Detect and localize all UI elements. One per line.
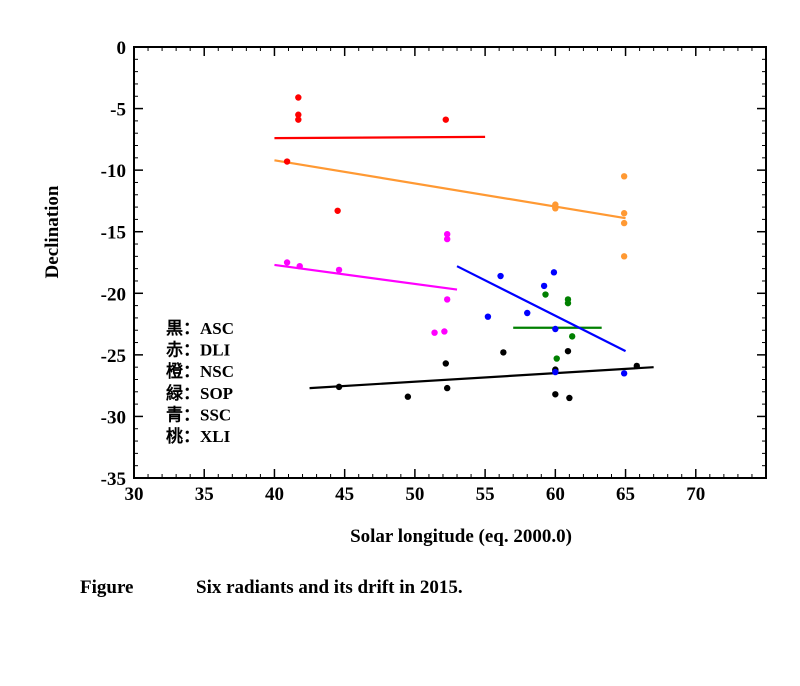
point-nsc <box>620 210 628 217</box>
y-tick-label: -25 <box>101 346 126 367</box>
point-asc <box>633 362 640 370</box>
fit-line-dli <box>274 135 486 140</box>
point-xli <box>441 328 448 335</box>
fit-lines <box>274 135 654 390</box>
point-dli <box>295 94 302 101</box>
point-asc <box>443 384 451 392</box>
point-ssc <box>620 370 628 377</box>
point-asc <box>552 391 559 398</box>
point-xli <box>443 296 451 303</box>
point-ssc <box>540 282 548 290</box>
point-dli <box>295 111 302 118</box>
point-asc <box>335 383 343 391</box>
legend-entry-sop: 緑：SOP <box>166 383 233 403</box>
point-nsc <box>552 205 559 212</box>
fit-line-xli <box>274 263 458 291</box>
y-tick-label: -20 <box>101 284 126 305</box>
x-tick-label: 70 <box>686 484 705 505</box>
fit-line-asc <box>309 366 654 390</box>
x-tick-label: 65 <box>616 484 635 505</box>
legend-entry-xli: 桃：XLI <box>166 426 231 446</box>
x-tick-label: 35 <box>195 484 214 505</box>
y-tick-label: -35 <box>101 469 126 490</box>
data-points <box>283 94 640 402</box>
point-dli <box>334 207 341 214</box>
point-nsc <box>620 253 628 260</box>
point-sop <box>564 299 572 307</box>
axes: 30 35 40 45 50 55 60 65 70 0 -5 -10 -15 -20 -25 -30 -35 <box>101 38 767 505</box>
point-ssc <box>497 272 504 280</box>
legend-entry-nsc: 橙：NSC <box>166 361 234 381</box>
point-xli <box>283 259 291 266</box>
point-xli <box>443 235 451 243</box>
point-sop <box>542 291 549 298</box>
point-xli <box>443 230 451 238</box>
point-sop <box>553 355 560 362</box>
point-asc <box>442 360 449 367</box>
point-xli <box>335 266 343 274</box>
x-tick-label: 50 <box>405 484 424 505</box>
point-dli <box>283 158 291 165</box>
fit-line-nsc <box>274 159 626 220</box>
point-ssc <box>552 368 559 376</box>
y-axis-title: Declination <box>42 185 63 278</box>
x-tick-label: 55 <box>476 484 495 505</box>
point-dli <box>442 116 449 123</box>
x-tick-label: 60 <box>546 484 565 505</box>
caption-label: Figure <box>80 577 134 598</box>
point-asc <box>564 347 572 355</box>
point-asc <box>500 349 507 356</box>
point-sop <box>568 333 576 340</box>
point-xli <box>296 262 303 270</box>
point-ssc <box>524 309 531 317</box>
legend-entry-dli: 赤：DLI <box>166 340 231 360</box>
point-asc <box>566 394 573 402</box>
legend-entry-asc: 黒：ASC <box>166 319 234 338</box>
point-asc <box>404 393 412 400</box>
point-ssc <box>552 325 559 333</box>
x-tick-label: 45 <box>335 484 354 505</box>
x-tick-label: 30 <box>125 484 144 505</box>
point-xli <box>431 329 438 336</box>
y-tick-label: -15 <box>101 223 126 244</box>
point-ssc <box>484 313 492 320</box>
y-tick-label: 0 <box>117 38 127 59</box>
y-tick-label: -5 <box>110 100 126 121</box>
y-tick-label: -30 <box>101 407 126 428</box>
x-tick-label: 40 <box>265 484 284 505</box>
legend-entry-ssc: 青：SSC <box>166 404 231 424</box>
caption-text: Six radiants and its drift in 2015. <box>196 577 463 598</box>
x-axis-title: Solar longitude (eq. 2000.0) <box>350 526 572 547</box>
point-dli <box>295 116 302 123</box>
point-nsc <box>620 219 628 227</box>
y-tick-label: -10 <box>101 161 126 182</box>
point-nsc <box>620 173 628 180</box>
point-ssc <box>550 269 558 276</box>
plot-frame <box>133 46 767 479</box>
fit-line-ssc <box>456 265 627 353</box>
